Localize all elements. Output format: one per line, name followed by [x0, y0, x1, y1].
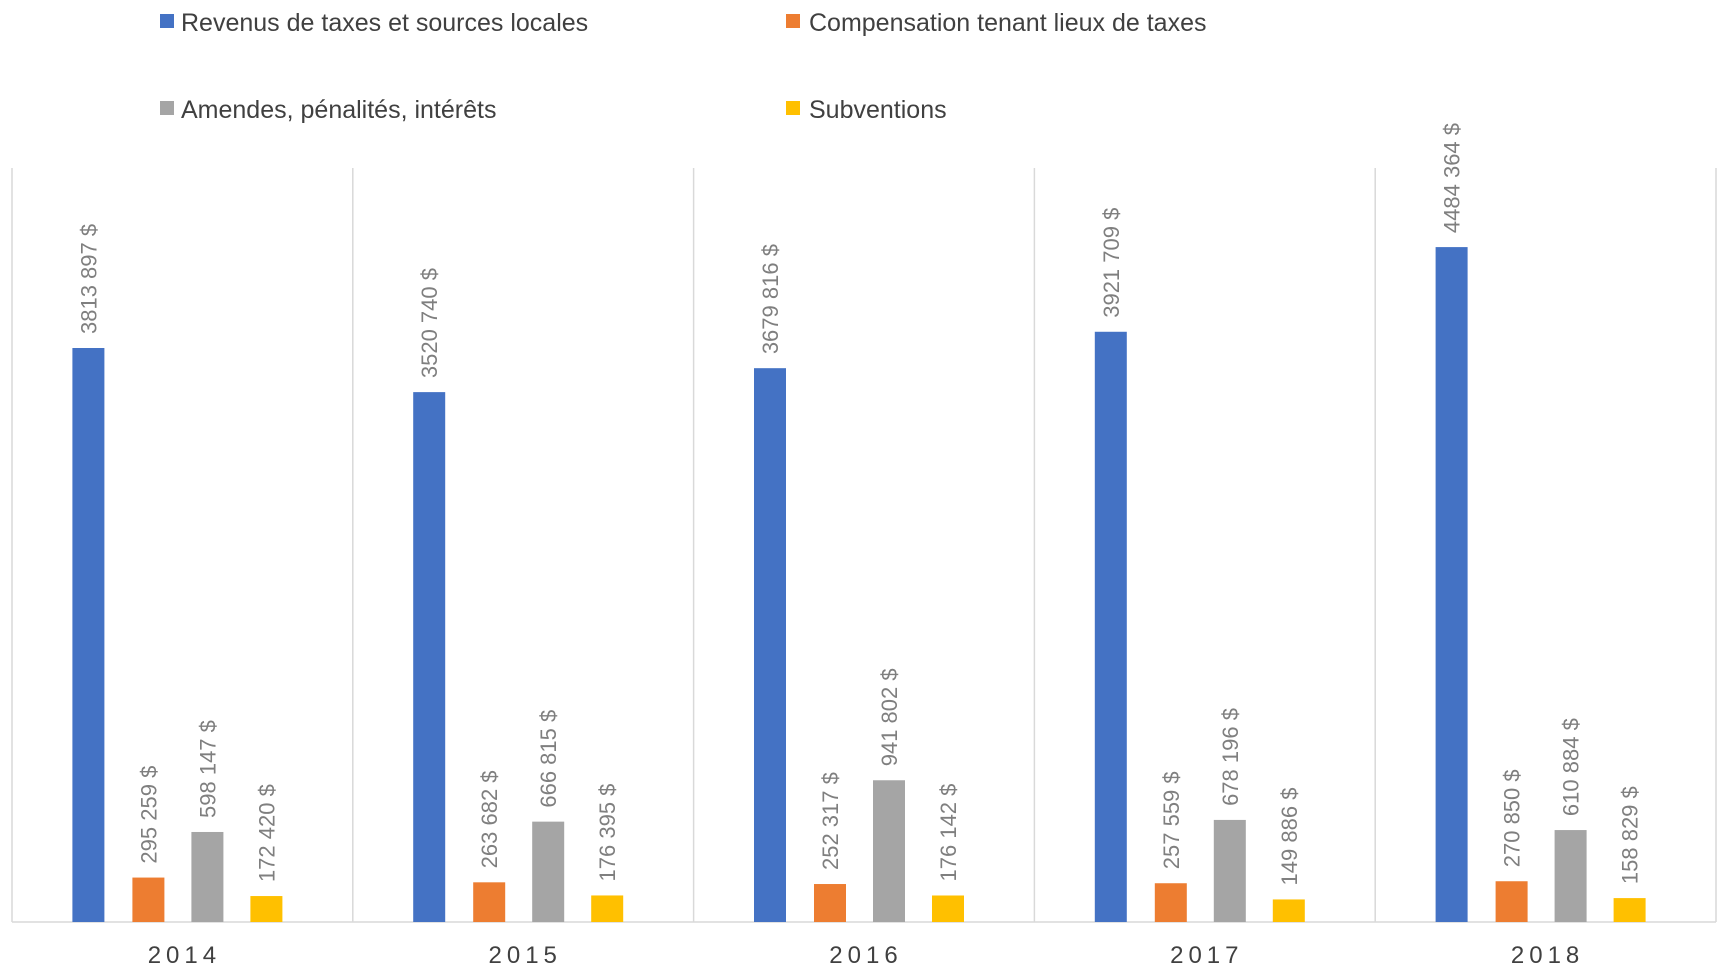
bar-subventions-2018: [1613, 898, 1646, 922]
data-label-revenus-2018: 4484 364 $: [1440, 123, 1465, 233]
bar-revenus-2015: [413, 392, 446, 922]
data-label-revenus-2014: 3813 897 $: [76, 224, 101, 334]
data-label-subventions-2017: 149 886 $: [1277, 788, 1302, 886]
bar-subventions-2015: [591, 895, 624, 922]
data-label-amendes-2017: 678 196 $: [1218, 708, 1243, 806]
legend-swatch-amendes: [160, 101, 174, 115]
x-tick-label-2014: 2014: [148, 942, 221, 969]
bar-revenus-2016: [754, 368, 786, 922]
bar-subventions-2016: [932, 895, 964, 922]
bar-subventions-2017: [1272, 899, 1305, 922]
x-tick-label-2015: 2015: [489, 942, 562, 969]
data-label-subventions-2014: 172 420 $: [254, 784, 279, 882]
plot-area: 2014 3813 897 $ 295 259 $ 598 147 $ 172 420 …: [11, 123, 1717, 969]
bar-amendes-2015: [532, 821, 565, 922]
bar-subventions-2014: [250, 896, 283, 922]
data-label-revenus-2017: 3921 709 $: [1099, 208, 1124, 318]
data-label-compensation-2017: 257 559 $: [1159, 771, 1184, 869]
x-tick-label-2016: 2016: [829, 942, 902, 969]
data-label-compensation-2018: 270 850 $: [1500, 769, 1525, 867]
bar-compensation-2018: [1495, 881, 1528, 922]
bar-revenus-2014: [72, 348, 105, 922]
legend-label-compensation: Compensation tenant lieux de taxes: [809, 9, 1206, 37]
data-label-amendes-2015: 666 815 $: [536, 710, 561, 808]
bar-revenus-2018: [1435, 247, 1468, 923]
bar-amendes-2014: [191, 831, 224, 922]
x-tick-label-2018: 2018: [1511, 942, 1584, 969]
chart-legend: Revenus de taxes et sources locales Comp…: [160, 9, 1206, 124]
data-label-amendes-2014: 598 147 $: [195, 720, 220, 818]
data-label-compensation-2014: 295 259 $: [136, 766, 161, 864]
legend-label-subventions: Subventions: [809, 96, 947, 124]
data-label-amendes-2016: 941 802 $: [877, 668, 902, 766]
legend-swatch-compensation: [786, 14, 800, 28]
data-label-subventions-2016: 176 142 $: [936, 784, 961, 882]
legend-swatch-revenus: [160, 14, 174, 28]
data-label-subventions-2015: 176 395 $: [595, 784, 620, 882]
legend-label-amendes: Amendes, pénalités, intérêts: [181, 96, 496, 124]
bar-compensation-2014: [132, 877, 165, 922]
x-tick-label-2017: 2017: [1170, 942, 1243, 969]
bar-amendes-2017: [1213, 819, 1246, 922]
legend-swatch-subventions: [786, 101, 800, 115]
bar-amendes-2016: [873, 780, 905, 922]
bar-amendes-2018: [1554, 830, 1587, 922]
bar-compensation-2015: [473, 882, 506, 922]
data-label-revenus-2015: 3520 740 $: [417, 268, 442, 378]
bar-compensation-2017: [1154, 883, 1187, 922]
data-label-revenus-2016: 3679 816 $: [758, 244, 783, 354]
legend-label-revenus: Revenus de taxes et sources locales: [181, 9, 588, 37]
data-label-compensation-2015: 263 682 $: [477, 770, 502, 868]
data-label-compensation-2016: 252 317 $: [818, 772, 843, 870]
bar-compensation-2016: [814, 884, 846, 922]
data-label-amendes-2018: 610 884 $: [1559, 718, 1584, 816]
bar-revenus-2017: [1094, 331, 1127, 922]
data-label-subventions-2018: 158 829 $: [1618, 786, 1643, 884]
